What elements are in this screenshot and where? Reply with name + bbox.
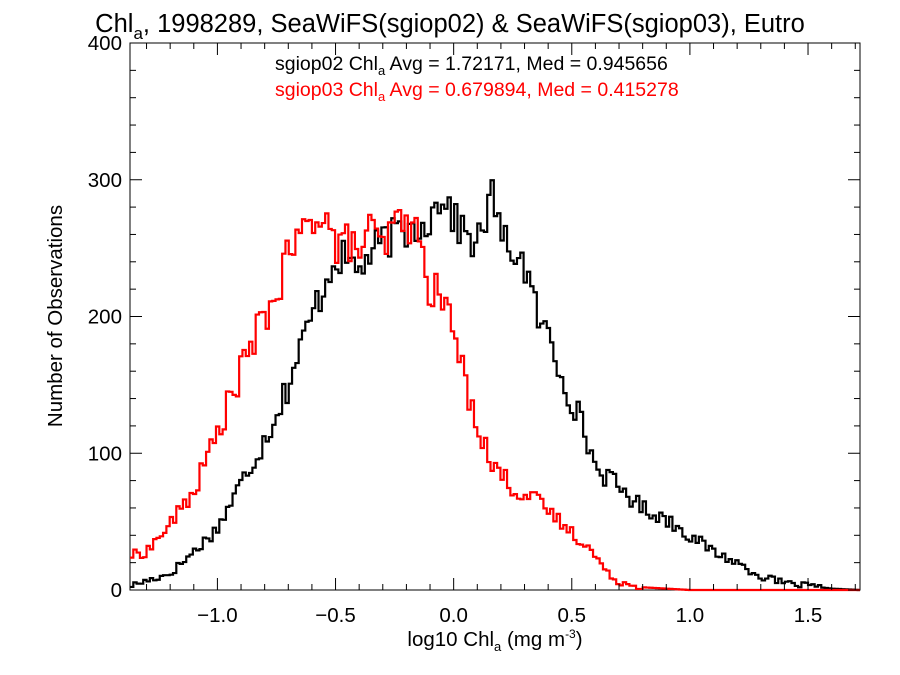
- legend-sgiop02-subscript: a: [378, 63, 386, 78]
- legend-sgiop02-stats: Avg = 1.72171, Med = 0.945656: [385, 53, 668, 75]
- x-tick-label: 1.0: [676, 604, 705, 627]
- legend-sgiop02-prefix: sgiop02 Chl: [275, 53, 378, 75]
- x-axis-label-superscript: -3: [565, 627, 576, 641]
- x-tick-label: 0.5: [558, 604, 587, 627]
- y-tick-label: 300: [88, 169, 122, 192]
- x-axis-label: log10 Chla (mg m-3): [407, 627, 582, 654]
- legend-sgiop03-stats: Avg = 0.679894, Med = 0.415278: [385, 79, 678, 101]
- x-axis-label-unit: (mg m: [501, 628, 565, 651]
- x-axis-ticks: −1.0 −0.5 0.0 0.5 1.0 1.5: [146, 43, 856, 627]
- series-layer: [130, 179, 860, 592]
- y-axis-label: Number of Observations: [44, 205, 67, 427]
- y-tick-label: 0: [111, 579, 122, 602]
- legend-sgiop03-subscript: a: [378, 89, 386, 104]
- histogram-series-sgiop02: [130, 179, 860, 592]
- y-axis-ticks: 0 100 200 300 400: [88, 32, 860, 602]
- histogram-series-sgiop03: [130, 208, 860, 592]
- x-axis-label-subscript: a: [494, 639, 502, 654]
- legend-entry-sgiop03: sgiop03 Chla Avg = 0.679894, Med = 0.415…: [275, 79, 679, 104]
- chart-title: Chla, 1998289, SeaWiFS(sgiop02) & SeaWiF…: [95, 10, 805, 43]
- plot-frame: [129, 42, 861, 591]
- chart-title-rest: , 1998289, SeaWiFS(sgiop02) & SeaWiFS(sg…: [143, 10, 805, 38]
- y-tick-label: 400: [88, 32, 122, 55]
- chart-title-subscript: a: [133, 24, 143, 43]
- x-tick-label: −0.5: [315, 604, 355, 627]
- y-tick-label: 200: [88, 306, 122, 329]
- x-tick-label: 1.5: [794, 604, 823, 627]
- x-axis-label-prefix: log10 Chl: [407, 628, 494, 651]
- plot-area: 0 100 200 300 400 −1.0 −0.5 0.0 0.5 1.0 1.5: [88, 32, 861, 627]
- y-tick-label: 100: [88, 442, 122, 465]
- legend-entry-sgiop02: sgiop02 Chla Avg = 1.72171, Med = 0.9456…: [275, 53, 668, 78]
- x-tick-label: −1.0: [197, 604, 237, 627]
- legend-sgiop03-prefix: sgiop03 Chl: [275, 79, 378, 101]
- x-tick-label: 0.0: [439, 604, 468, 627]
- x-axis-label-close: ): [576, 628, 583, 651]
- chart-title-prefix: Chl: [95, 10, 133, 38]
